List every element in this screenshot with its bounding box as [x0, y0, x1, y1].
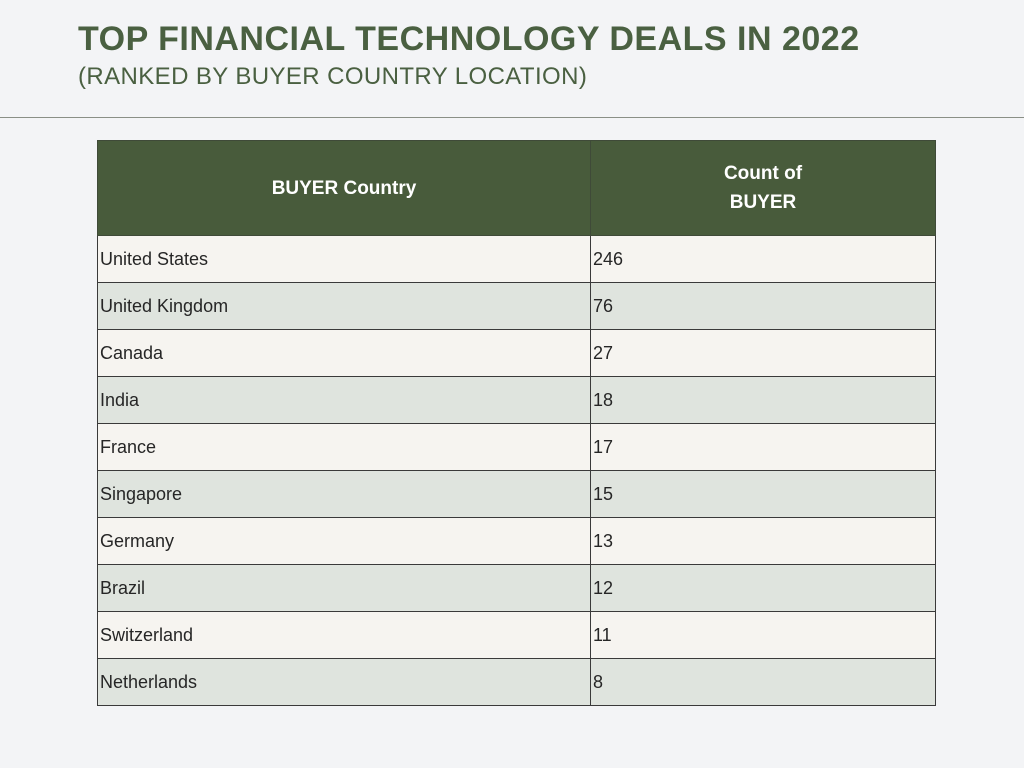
column-header-country: BUYER Country: [97, 140, 591, 236]
page-title: TOP FINANCIAL TECHNOLOGY DEALS IN 2022: [78, 20, 860, 58]
table-header: BUYER Country Count of BUYER: [97, 140, 936, 236]
table-body: United States 246 United Kingdom 76 Canada 27…: [97, 235, 936, 706]
count-cell: 246: [590, 235, 936, 283]
count-cell: 13: [590, 517, 936, 565]
country-cell: Netherlands: [97, 658, 591, 706]
country-cell: United Kingdom: [97, 282, 591, 330]
page-subtitle: (RANKED BY BUYER COUNTRY LOCATION): [78, 63, 588, 90]
count-cell: 15: [590, 470, 936, 518]
country-cell: India: [97, 376, 591, 424]
table-row: Singapore 15: [97, 470, 936, 518]
page-header: TOP FINANCIAL TECHNOLOGY DEALS IN 2022 (…: [0, 0, 1024, 117]
country-cell: Singapore: [97, 470, 591, 518]
count-cell: 18: [590, 376, 936, 424]
header-row: BUYER Country Count of BUYER: [97, 140, 936, 236]
column-header-count-label: Count of BUYER: [723, 163, 803, 213]
country-cell: United States: [97, 235, 591, 283]
count-cell: 76: [590, 282, 936, 330]
table-row: Germany 13: [97, 517, 936, 565]
table-row: Netherlands 8: [97, 658, 936, 706]
table-row: United Kingdom 76: [97, 282, 936, 330]
column-header-count: Count of BUYER: [590, 140, 936, 236]
table-row: Canada 27: [97, 329, 936, 377]
country-cell: Switzerland: [97, 611, 591, 659]
country-cell: Brazil: [97, 564, 591, 612]
table-row: Switzerland 11: [97, 611, 936, 659]
country-cell: Canada: [97, 329, 591, 377]
count-cell: 27: [590, 329, 936, 377]
deals-table: BUYER Country Count of BUYER United Stat…: [97, 140, 936, 706]
country-cell: France: [97, 423, 591, 471]
count-cell: 8: [590, 658, 936, 706]
count-cell: 12: [590, 564, 936, 612]
table-row: Brazil 12: [97, 564, 936, 612]
count-cell: 17: [590, 423, 936, 471]
table-row: India 18: [97, 376, 936, 424]
table-row: France 17: [97, 423, 936, 471]
country-cell: Germany: [97, 517, 591, 565]
count-cell: 11: [590, 611, 936, 659]
header-divider: [0, 117, 1024, 118]
table-row: United States 246: [97, 235, 936, 283]
column-header-country-label: BUYER Country: [271, 177, 417, 199]
